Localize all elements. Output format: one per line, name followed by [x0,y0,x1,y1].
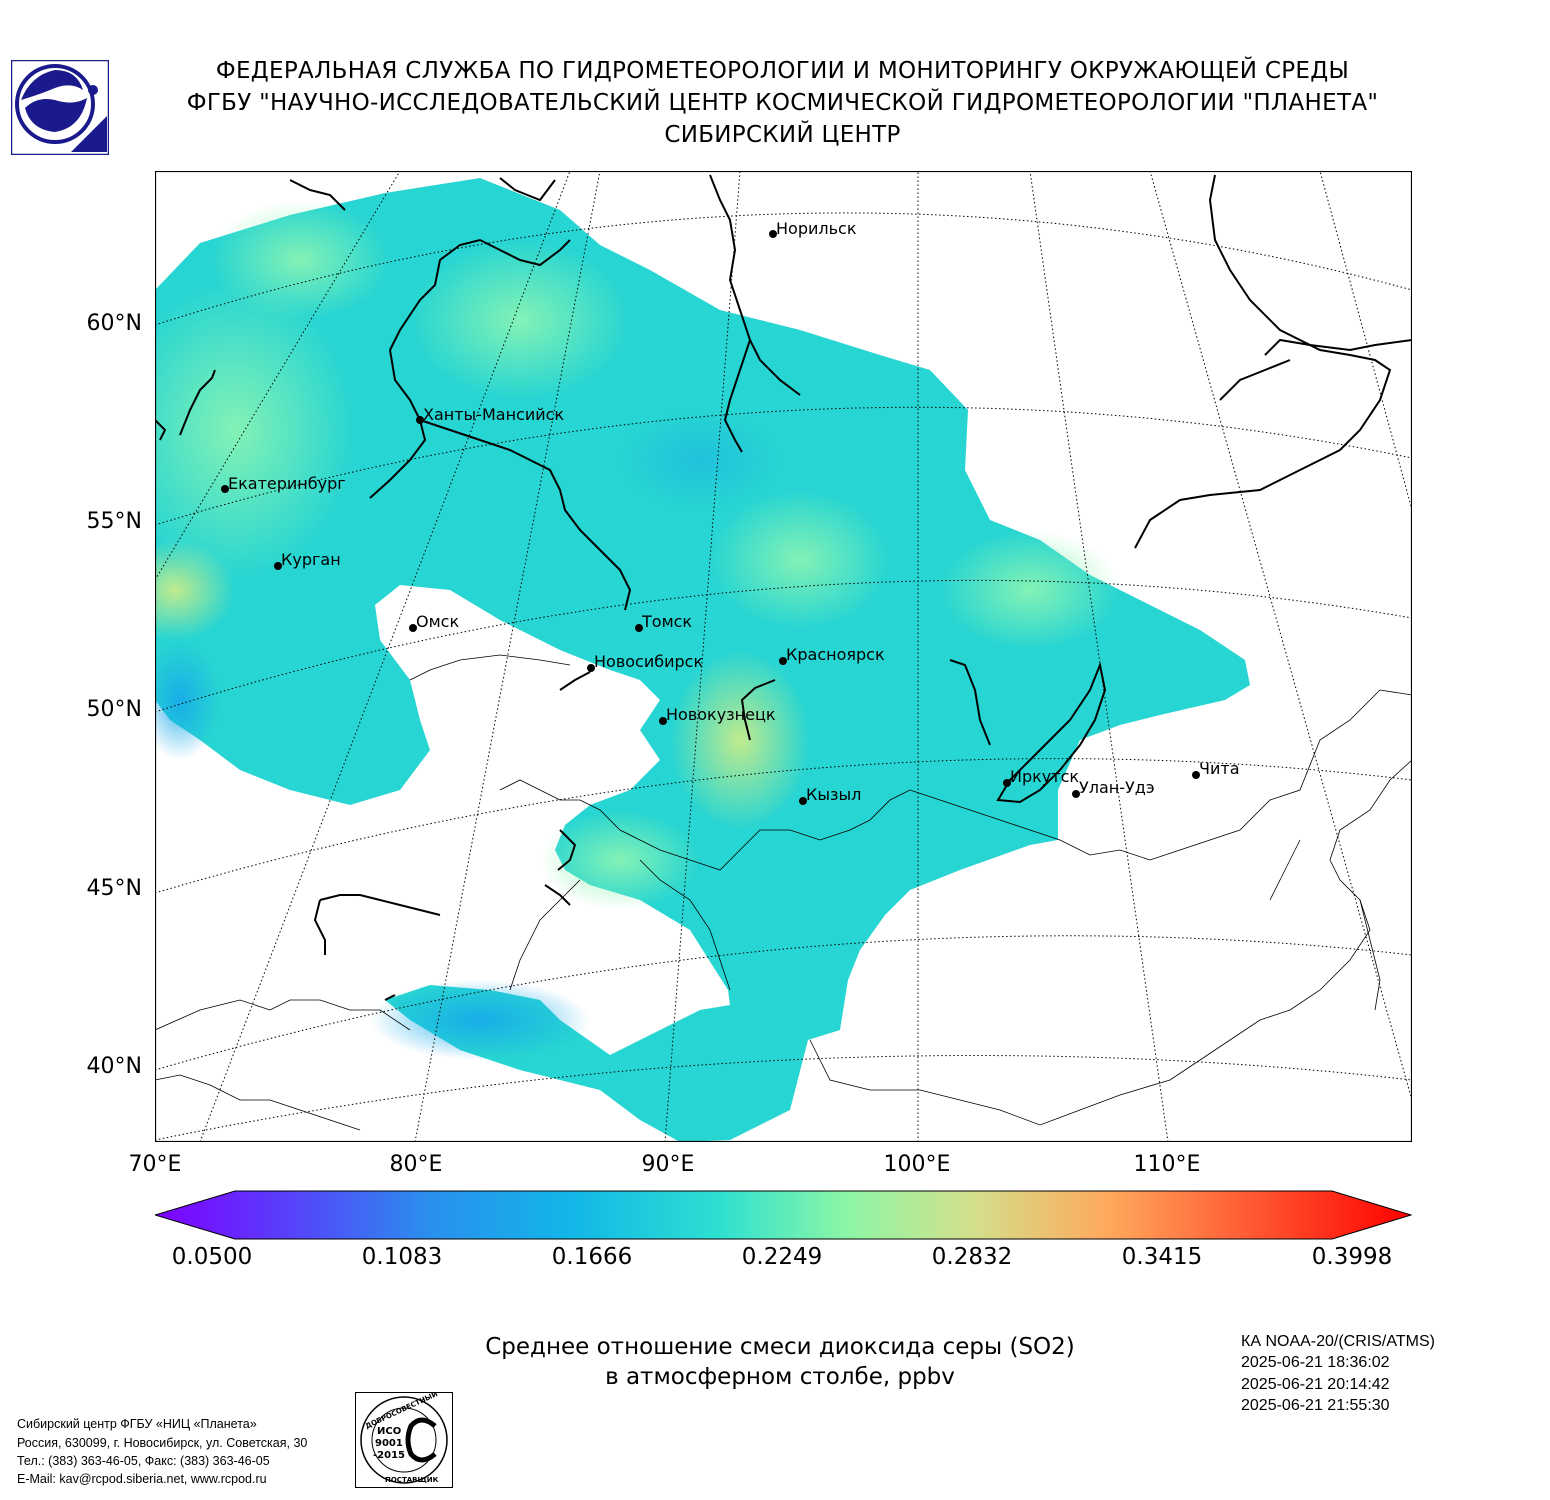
city-dot-irkutsk [1003,779,1011,787]
city-markers: Норильск Ханты-Мансийск Екатеринбург Кур… [221,219,1240,805]
city-dot-chita [1192,771,1200,779]
city-dot-kyzyl [799,797,807,805]
map-panel: Норильск Ханты-Мансийск Екатеринбург Кур… [155,171,1412,1142]
graticule-parallels [155,212,1412,1141]
contact-line-2: Россия, 630099, г. Новосибирск, ул. Сове… [17,1436,308,1450]
header-line-2: ФГБУ "НАУЧНО-ИССЛЕДОВАТЕЛЬСКИЙ ЦЕНТР КОС… [186,90,1379,116]
lon-label-110: 110°E [1133,1152,1201,1177]
so2-hotspot-north [410,240,630,400]
agency-logo [10,59,110,156]
lon-label-90: 90°E [641,1152,695,1177]
header-line-1: ФЕДЕРАЛЬНАЯ СЛУЖБА ПО ГИДРОМЕТЕОРОЛОГИИ … [215,58,1350,84]
national-borders [155,654,1412,1131]
lat-label-40: 40°N [86,1054,142,1079]
city-label-ekaterinburg: Екатеринбург [228,474,346,493]
satellite-time-3: 2025-06-21 21:55:30 [1241,1397,1390,1414]
lat-label-50: 50°N [86,697,142,722]
iso-badge: ДОБРОСОВЕСТНЫЙ ПОСТАВЩИК ИСО 9001 -2015 [355,1389,453,1488]
city-dot-kurgan [274,562,282,570]
city-label-ulan-ude: Улан-Удэ [1079,778,1155,797]
so2-hotspot-urals [210,200,390,320]
contact-line-3: Тел.: (383) 363-46-05, Факс: (383) 363-4… [17,1454,270,1468]
satellite-time-1: 2025-06-21 18:36:02 [1241,1354,1390,1371]
so2-hotspot-kurgan [155,540,235,640]
city-label-omsk: Омск [416,612,459,631]
so2-cool-south [370,980,590,1060]
colorbar-tick-2: 0.1083 [361,1244,443,1270]
colorbar-tick-7: 0.3998 [1311,1244,1393,1270]
caption-line-2: в атмосферном столбе, ppbv [605,1364,955,1390]
graticule-meridians [155,171,1412,1142]
city-label-kurgan: Курган [281,550,341,569]
iso-badge-line-1: ИСО [377,1426,401,1437]
lat-label-60: 60°N [86,311,142,336]
city-label-novosibirsk: Новосибирск [594,652,703,671]
iso-badge-line-3: -2015 [373,1450,405,1461]
lon-label-100: 100°E [883,1152,951,1177]
city-dot-norilsk [769,230,777,238]
coastlines-rivers [155,174,1412,1001]
city-dot-khanty [416,416,424,424]
city-dot-ekaterinburg [221,485,229,493]
satellite-time-2: 2025-06-21 20:14:42 [1241,1376,1390,1393]
so2-hotspot-kuzbass [670,650,810,830]
colorbar-tick-4: 0.2249 [741,1244,823,1270]
city-label-norilsk: Норильск [776,219,857,238]
colorbar-tick-6: 0.3415 [1121,1244,1203,1270]
iso-badge-bottom-text: ПОСТАВЩИК [385,1476,439,1484]
city-dot-tomsk [635,624,643,632]
city-dot-omsk [409,624,417,632]
colorbar [153,1190,1413,1240]
colorbar-tick-5: 0.2832 [931,1244,1013,1270]
so2-cool-west [155,640,220,760]
so2-hotspot-altai [540,810,700,910]
colorbar-tick-3: 0.1666 [551,1244,633,1270]
colorbar-tick-1: 0.0500 [171,1244,253,1270]
header-line-3: СИБИРСКИЙ ЦЕНТР [664,122,901,148]
city-label-chita: Чита [1199,759,1240,778]
contact-line-1: Сибирский центр ФГБУ «НИЦ «Планета» [17,1417,257,1431]
city-label-kyzyl: Кызыл [806,785,861,804]
so2-hotspot-west [155,280,355,580]
city-label-khanty: Ханты-Мансийск [423,405,564,424]
lon-label-80: 80°E [389,1152,443,1177]
city-label-tomsk: Томск [641,612,692,631]
contact-line-4: E-Mail: kav@rcpod.siberia.net, www.rcpod… [17,1472,267,1486]
so2-cool-center [620,410,780,510]
city-label-krasnoyarsk: Красноярск [786,645,885,664]
city-dot-novokuznetsk [659,717,667,725]
so2-hotspot-east [940,530,1120,650]
so2-hotspot-krasnoyarsk [710,490,890,630]
satellite-name: КА NOAA-20/(CRIS/ATMS) [1241,1333,1435,1350]
city-label-novokuznetsk: Новокузнецк [666,705,776,724]
city-dot-ulan-ude [1072,790,1080,798]
so2-field-main [155,178,1250,1142]
lat-label-45: 45°N [86,876,142,901]
city-label-irkutsk: Иркутск [1010,767,1079,786]
lon-label-70: 70°E [128,1152,182,1177]
iso-badge-line-2: 9001 [375,1438,403,1449]
lat-label-55: 55°N [86,509,142,534]
city-dot-novosibirsk [587,664,595,672]
city-dot-krasnoyarsk [779,657,787,665]
caption-line-1: Среднее отношение смеси диоксида серы (S… [485,1334,1075,1360]
